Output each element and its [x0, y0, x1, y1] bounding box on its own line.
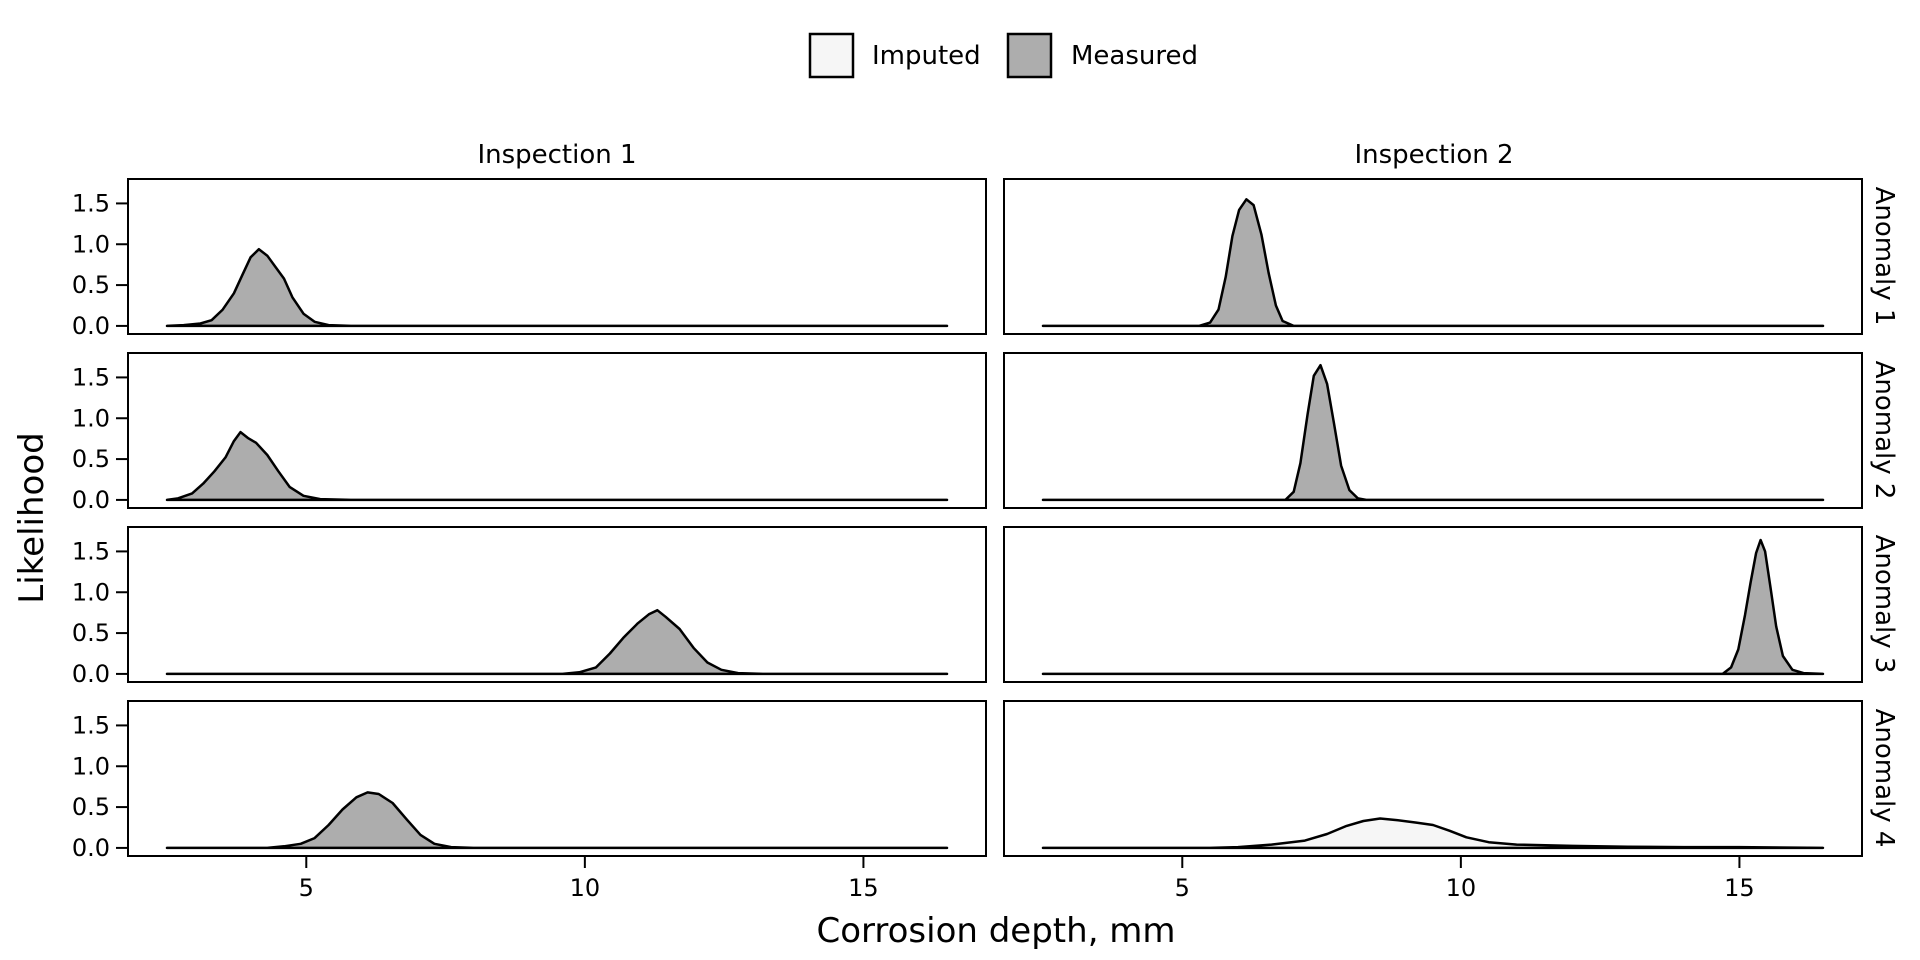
row-strip-anomaly-2: Anomaly 2 [1869, 361, 1899, 500]
x-axes: 5 10 15 5 10 15 [299, 856, 1755, 902]
panel-frame [1003, 526, 1863, 683]
panel-frame [127, 178, 987, 335]
density-area-imputed [1041, 817, 1825, 850]
legend-label-imputed: Imputed [872, 41, 981, 71]
panel-frame [1003, 700, 1863, 857]
x-tick-label: 5 [1175, 874, 1190, 902]
y-axes: 0.00.51.01.50.00.51.01.50.00.51.01.50.00… [72, 189, 128, 862]
y-tick-label: 0.5 [72, 271, 110, 299]
column-strip-inspection-2: Inspection 2 [1354, 140, 1513, 170]
y-tick-label: 1.0 [72, 230, 110, 258]
row-strip-anomaly-3: Anomaly 3 [1869, 535, 1899, 674]
y-tick-label: 1.0 [72, 578, 110, 606]
panel-frame [1003, 352, 1863, 509]
x-tick-label: 15 [1724, 874, 1755, 902]
x-axis-inspection-1: 5 10 15 [299, 856, 879, 902]
y-axis-row-1: 0.0 0.5 1.0 1.5 [72, 189, 128, 340]
panel-anomaly-2-inspection-1 [127, 352, 987, 509]
y-axis-row-3: 0.0 0.5 1.0 1.5 [72, 537, 128, 688]
x-tick-label: 10 [1446, 874, 1477, 902]
x-tick-label: 10 [570, 874, 601, 902]
density-area-measured [165, 430, 949, 502]
density-area-measured [165, 791, 949, 850]
panel-anomaly-4-inspection-1 [127, 700, 987, 857]
legend-label-measured: Measured [1071, 41, 1198, 71]
y-tick-label: 1.5 [72, 363, 110, 391]
y-tick-label: 1.0 [72, 404, 110, 432]
row-strips: Anomaly 1 Anomaly 2 Anomaly 3 Anomaly 4 [1869, 187, 1899, 848]
y-tick-label: 1.5 [72, 189, 110, 217]
y-tick-label: 0.0 [72, 486, 110, 514]
row-strip-anomaly-4: Anomaly 4 [1869, 709, 1899, 848]
y-tick-label: 1.5 [72, 711, 110, 739]
x-tick-label: 15 [848, 874, 879, 902]
panel-frame [1003, 178, 1863, 335]
panel-frame [127, 352, 987, 509]
panel-anomaly-3-inspection-1 [127, 526, 987, 683]
panel-frame [127, 700, 987, 857]
density-area-measured [1041, 363, 1825, 502]
y-tick-label: 0.0 [72, 660, 110, 688]
y-axis-row-4: 0.0 0.5 1.0 1.5 [72, 711, 128, 862]
density-area-measured [1041, 538, 1825, 676]
column-strip-inspection-1: Inspection 1 [477, 140, 636, 170]
density-area-measured [165, 247, 949, 328]
y-tick-label: 0.5 [72, 619, 110, 647]
row-strip-anomaly-1: Anomaly 1 [1869, 187, 1899, 326]
x-axis-inspection-2: 5 10 15 [1175, 856, 1755, 902]
panel-anomaly-4-inspection-2 [1003, 700, 1863, 857]
y-tick-label: 0.5 [72, 793, 110, 821]
legend-key-measured [1006, 32, 1053, 79]
density-area-measured [1041, 198, 1825, 328]
y-tick-label: 0.5 [72, 445, 110, 473]
panels [127, 178, 1863, 857]
y-tick-label: 0.0 [72, 312, 110, 340]
panel-frame [127, 526, 987, 683]
y-tick-label: 1.0 [72, 752, 110, 780]
x-tick-label: 5 [299, 874, 314, 902]
y-tick-label: 1.5 [72, 537, 110, 565]
panel-anomaly-3-inspection-2 [1003, 526, 1863, 683]
legend: Imputed Measured [808, 32, 1198, 79]
y-axis-row-2: 0.0 0.5 1.0 1.5 [72, 363, 128, 514]
legend-key-imputed [808, 32, 855, 79]
panel-anomaly-1-inspection-1 [127, 178, 987, 335]
y-axis-title: Likelihood [12, 432, 52, 603]
panel-anomaly-2-inspection-2 [1003, 352, 1863, 509]
x-axis-title: Corrosion depth, mm [816, 911, 1175, 951]
density-area-measured [165, 608, 949, 676]
y-tick-label: 0.0 [72, 834, 110, 862]
panel-anomaly-1-inspection-2 [1003, 178, 1863, 335]
